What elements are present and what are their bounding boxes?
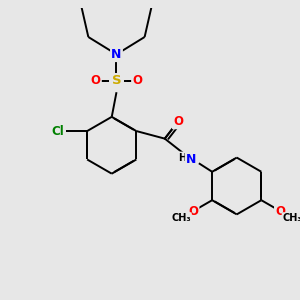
Text: O: O xyxy=(275,205,285,218)
Text: O: O xyxy=(91,74,100,87)
Text: O: O xyxy=(132,74,142,87)
Text: Cl: Cl xyxy=(51,124,64,138)
Text: N: N xyxy=(111,48,122,61)
Text: O: O xyxy=(173,115,183,128)
Text: O: O xyxy=(188,205,198,218)
Text: N: N xyxy=(186,153,196,166)
Text: CH₃: CH₃ xyxy=(283,213,300,223)
Text: S: S xyxy=(112,74,121,87)
Text: H: H xyxy=(178,153,186,163)
Text: CH₃: CH₃ xyxy=(171,213,191,223)
